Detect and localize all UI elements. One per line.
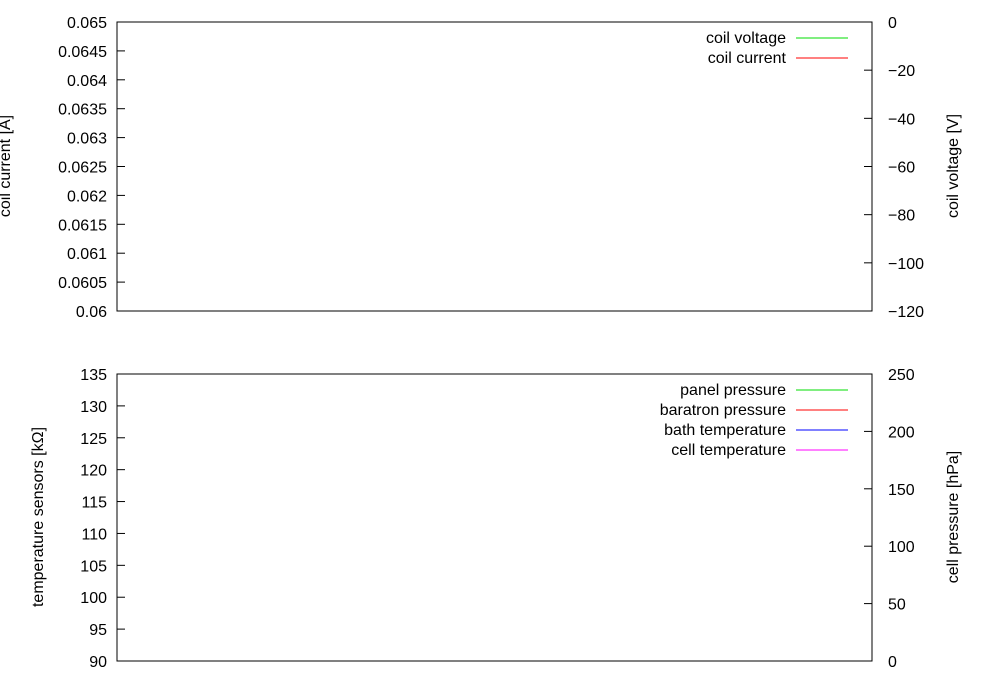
temperature-sensors-axis-label: temperature sensors [kΩ]	[30, 427, 47, 607]
y-tick-label: 100	[80, 590, 107, 607]
y-tick-label: 90	[89, 654, 107, 671]
y2-tick-label: −120	[888, 304, 924, 321]
legend-label-coil-current: coil current	[708, 50, 787, 67]
coil-chart-left-y-axis: 0.06 0.0605 0.061 0.0615 0.062 0.0625 0.063 0.0…	[58, 15, 125, 321]
y-tick-label: 0.061	[67, 246, 107, 263]
y-tick-label: 95	[89, 622, 107, 639]
temperature-pressure-chart-frame	[116, 373, 873, 662]
y-tick-label: 0.062	[67, 188, 107, 205]
y2-tick-label: −60	[888, 160, 915, 177]
y-tick-label: 130	[80, 399, 107, 416]
y-tick-label: 0.065	[67, 15, 107, 32]
y2-tick-label: 250	[888, 367, 915, 384]
temperature-pressure-chart-legend: panel pressure baratron pressure bath temp…	[660, 382, 848, 459]
y2-tick-label: 0	[888, 654, 897, 671]
coil-chart-panel: 11:20:0011:30:0011:40:0011:50:0012:00:00…	[0, 15, 962, 321]
y-tick-label: 0.064	[67, 73, 107, 90]
y-tick-label: 0.0645	[58, 44, 107, 61]
y2-tick-label: 150	[888, 482, 915, 499]
y2-tick-label: −80	[888, 208, 915, 225]
y2-tick-label: 50	[888, 597, 906, 614]
y2-tick-label: −100	[888, 256, 924, 273]
temperature-pressure-chart-right-y-axis: 0 50 100 150 200 250	[864, 367, 915, 671]
y2-tick-label: −40	[888, 111, 915, 128]
y2-tick-label: −20	[888, 63, 915, 80]
y-tick-label: 110	[81, 526, 107, 543]
legend-label-coil-voltage: coil voltage	[706, 30, 786, 47]
y-tick-label: 115	[81, 495, 107, 512]
y-tick-label: 0.0635	[58, 102, 107, 119]
temperature-pressure-chart-panel: 11:20:0011:30:0011:40:0011:50:0012:00:00…	[30, 367, 962, 671]
y2-tick-label: 100	[888, 539, 915, 556]
y-tick-label: 125	[80, 431, 107, 448]
y2-tick-label: 0	[888, 15, 897, 32]
y-tick-label: 120	[80, 463, 107, 480]
y-tick-label: 0.0605	[58, 275, 107, 292]
coil-chart-right-y-axis: 0 −20 −40 −60 −80 −100 −120	[864, 15, 924, 321]
y-tick-label: 0.0625	[58, 160, 107, 177]
legend-label-bath-temperature: bath temperature	[664, 422, 786, 439]
legend-label-cell-temperature: cell temperature	[671, 442, 786, 459]
y-tick-label: 135	[80, 367, 107, 384]
cell-pressure-axis-label: cell pressure [hPa]	[945, 451, 962, 584]
legend-label-panel-pressure: panel pressure	[680, 382, 786, 399]
legend-label-baratron-pressure: baratron pressure	[660, 402, 786, 419]
y-tick-label: 0.063	[67, 131, 107, 148]
y-tick-label: 105	[80, 558, 107, 575]
temperature-pressure-chart-left-y-axis: 90 95 100 105 110 115 120 125 130 135	[80, 367, 125, 671]
coil-voltage-axis-label: coil voltage [V]	[945, 114, 962, 218]
coil-current-axis-label: coil current [A]	[0, 115, 14, 217]
y-tick-label: 0.06	[76, 304, 107, 321]
y-tick-label: 0.0615	[58, 217, 107, 234]
coil-chart-legend: coil voltage coil current	[706, 30, 848, 67]
y2-tick-label: 200	[888, 424, 915, 441]
